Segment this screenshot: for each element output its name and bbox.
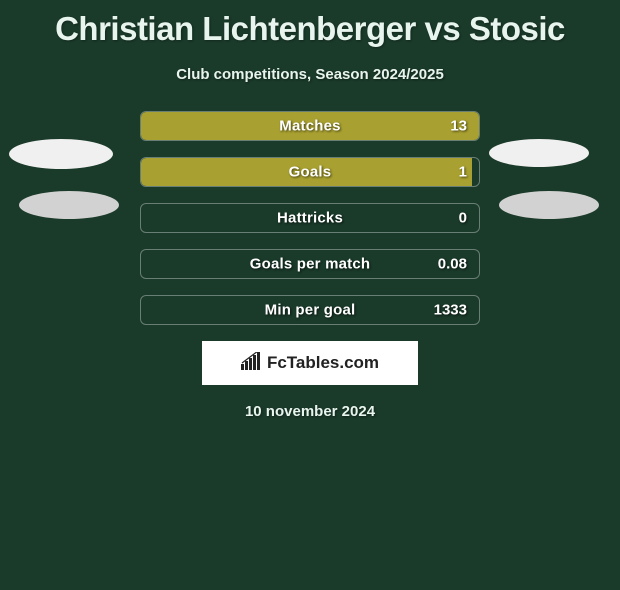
site-logo: FcTables.com: [202, 341, 418, 385]
stat-label: Matches: [141, 118, 479, 135]
stat-label: Goals: [141, 164, 479, 181]
player-left-ellipse-1: [9, 139, 113, 169]
page-title: Christian Lichtenberger vs Stosic: [0, 10, 620, 48]
stat-value: 1: [459, 164, 467, 181]
date-label: 10 november 2024: [0, 403, 620, 420]
stat-row: Min per goal 1333: [140, 295, 480, 325]
stat-label: Goals per match: [141, 256, 479, 273]
stat-row: Goals 1: [140, 157, 480, 187]
player-right-ellipse-1: [489, 139, 589, 167]
comparison-chart: Matches 13 Goals 1 Hattricks 0 Goals per…: [0, 111, 620, 420]
stat-label: Hattricks: [141, 210, 479, 227]
stat-value: 0: [459, 210, 467, 227]
bar-chart-icon: [241, 352, 263, 375]
stat-row: Hattricks 0: [140, 203, 480, 233]
stat-label: Min per goal: [141, 302, 479, 319]
subtitle: Club competitions, Season 2024/2025: [0, 66, 620, 83]
site-logo-text: FcTables.com: [267, 353, 379, 373]
player-right-ellipse-2: [499, 191, 599, 219]
stat-row: Matches 13: [140, 111, 480, 141]
player-left-ellipse-2: [19, 191, 119, 219]
stat-value: 13: [450, 118, 467, 135]
stat-value: 1333: [434, 302, 467, 319]
stat-value: 0.08: [438, 256, 467, 273]
stat-row: Goals per match 0.08: [140, 249, 480, 279]
